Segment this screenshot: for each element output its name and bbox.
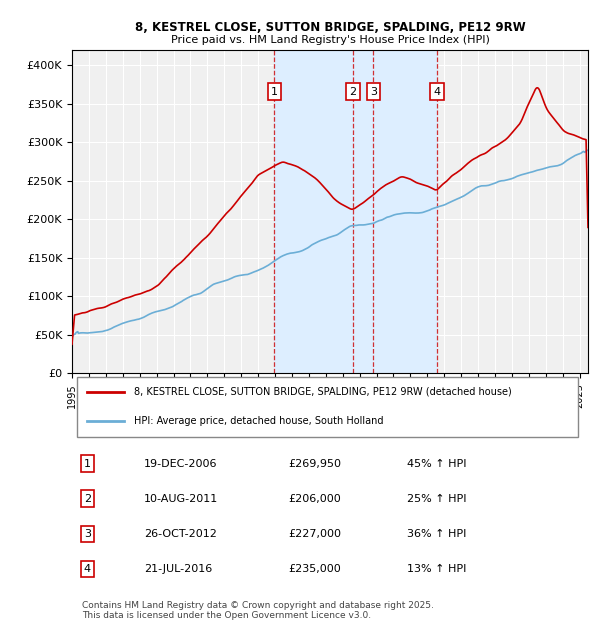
Text: 19-DEC-2006: 19-DEC-2006 (144, 459, 218, 469)
Text: 3: 3 (370, 87, 377, 97)
Text: HPI: Average price, detached house, South Holland: HPI: Average price, detached house, Sout… (134, 417, 383, 427)
Text: 4: 4 (84, 564, 91, 574)
Text: 3: 3 (84, 529, 91, 539)
Text: 1: 1 (84, 459, 91, 469)
Text: £227,000: £227,000 (289, 529, 342, 539)
Text: 13% ↑ HPI: 13% ↑ HPI (407, 564, 467, 574)
Text: 8, KESTREL CLOSE, SUTTON BRIDGE, SPALDING, PE12 9RW: 8, KESTREL CLOSE, SUTTON BRIDGE, SPALDIN… (134, 22, 526, 34)
Text: 21-JUL-2016: 21-JUL-2016 (144, 564, 212, 574)
Bar (274, 50, 353, 373)
Text: 1: 1 (271, 87, 278, 97)
Text: £206,000: £206,000 (289, 494, 341, 504)
Text: £235,000: £235,000 (289, 564, 341, 574)
Text: 10-AUG-2011: 10-AUG-2011 (144, 494, 218, 504)
Text: 36% ↑ HPI: 36% ↑ HPI (407, 529, 467, 539)
Text: 2: 2 (84, 494, 91, 504)
Text: Price paid vs. HM Land Registry's House Price Index (HPI): Price paid vs. HM Land Registry's House … (170, 35, 490, 45)
Text: 45% ↑ HPI: 45% ↑ HPI (407, 459, 467, 469)
Bar (373, 50, 437, 373)
Text: Contains HM Land Registry data © Crown copyright and database right 2025.
This d: Contains HM Land Registry data © Crown c… (82, 601, 434, 620)
Text: £269,950: £269,950 (289, 459, 342, 469)
Bar (353, 50, 373, 373)
FancyBboxPatch shape (77, 376, 578, 437)
Text: 8, KESTREL CLOSE, SUTTON BRIDGE, SPALDING, PE12 9RW (detached house): 8, KESTREL CLOSE, SUTTON BRIDGE, SPALDIN… (134, 387, 512, 397)
Text: 25% ↑ HPI: 25% ↑ HPI (407, 494, 467, 504)
Text: 4: 4 (433, 87, 440, 97)
Text: 2: 2 (349, 87, 356, 97)
Text: 26-OCT-2012: 26-OCT-2012 (144, 529, 217, 539)
